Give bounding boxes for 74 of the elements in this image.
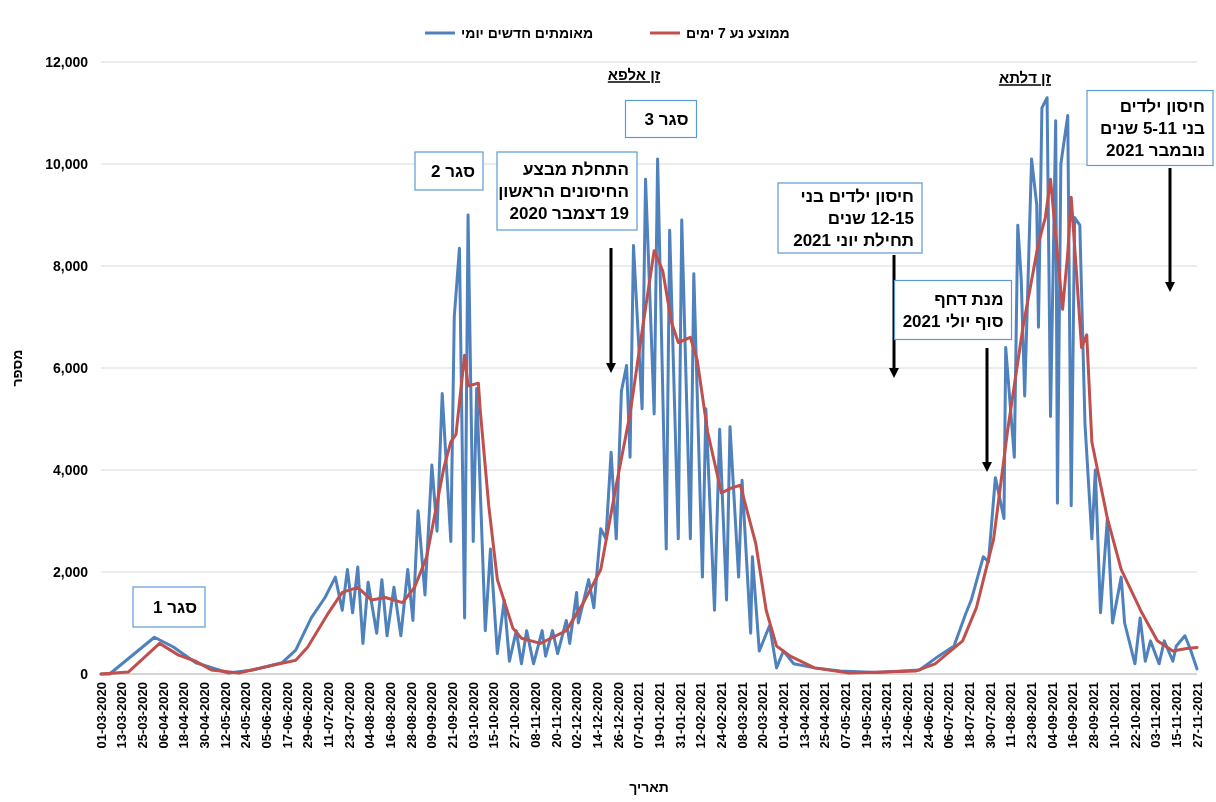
y-tick-label: 6,000 bbox=[52, 359, 89, 376]
annotation: חיסון ילדים בני 12-15 שנים תחילת יוני 2021 bbox=[793, 186, 914, 250]
y-tick-label: 2,000 bbox=[52, 563, 89, 580]
x-tick-label: 16-08-2020 bbox=[383, 682, 399, 749]
x-tick-label: 28-08-2020 bbox=[403, 682, 419, 749]
x-tick-label: 25-04-2021 bbox=[817, 682, 833, 749]
x-tick-label: 12-06-2021 bbox=[900, 682, 916, 749]
x-tick-label: 23-08-2021 bbox=[1024, 682, 1040, 749]
x-tick-label: 19-01-2021 bbox=[651, 682, 667, 749]
x-tick-label: 16-09-2021 bbox=[1065, 682, 1081, 749]
x-tick-label: 19-05-2021 bbox=[858, 682, 874, 749]
x-tick-label: 24-02-2021 bbox=[713, 682, 729, 749]
x-tick-label: 28-09-2021 bbox=[1086, 682, 1102, 749]
x-tick-label: 17-06-2020 bbox=[279, 682, 295, 749]
x-tick-label: 29-06-2020 bbox=[300, 682, 316, 749]
x-tick-label: 31-01-2021 bbox=[672, 682, 688, 749]
y-tick-label: 10,000 bbox=[45, 155, 89, 172]
x-tick-label: 26-12-2020 bbox=[610, 682, 626, 749]
x-tick-label: 15-11-2021 bbox=[1168, 682, 1184, 748]
x-tick-label: 23-07-2020 bbox=[341, 682, 357, 749]
x-tick-label: 08-03-2021 bbox=[734, 682, 750, 749]
annotation: מנת דחף סוף יולי 2021 bbox=[902, 289, 1004, 331]
x-tick-label: 24-06-2021 bbox=[920, 682, 936, 749]
annotation: סגר 3 bbox=[644, 109, 689, 129]
x-tick-label: 06-04-2020 bbox=[155, 682, 171, 749]
x-tick-label: 09-09-2020 bbox=[424, 682, 440, 749]
x-tick-label: 03-10-2020 bbox=[465, 682, 481, 749]
x-tick-label: 04-08-2020 bbox=[362, 682, 378, 749]
annotation: סגר 1 bbox=[153, 597, 197, 617]
x-tick-label: 21-09-2020 bbox=[445, 682, 461, 749]
x-tick-label: 12-05-2020 bbox=[217, 682, 233, 749]
x-tick-label: 04-09-2021 bbox=[1044, 682, 1060, 749]
x-tick-label: 07-01-2021 bbox=[631, 682, 647, 749]
x-tick-label: 14-12-2020 bbox=[589, 682, 605, 749]
annotation: סגר 2 bbox=[431, 161, 475, 181]
x-tick-label: 13-03-2020 bbox=[114, 682, 130, 749]
x-tick-label: 02-12-2020 bbox=[569, 682, 585, 749]
x-tick-label: 20-03-2021 bbox=[755, 682, 771, 749]
legend-label: ממוצע נע 7 ימים bbox=[686, 24, 790, 41]
x-tick-label: 30-07-2021 bbox=[982, 682, 998, 749]
x-tick-label: 10-10-2021 bbox=[1106, 682, 1122, 749]
y-axis-title: מספר bbox=[9, 349, 25, 387]
x-tick-label: 18-04-2020 bbox=[176, 682, 192, 749]
x-tick-label: 12-02-2021 bbox=[693, 682, 709, 749]
x-tick-label: 20-11-2020 bbox=[548, 682, 564, 748]
x-tick-label: 24-05-2020 bbox=[238, 682, 254, 749]
annotation: זן דלתא bbox=[998, 69, 1052, 87]
x-tick-label: 27-10-2020 bbox=[507, 682, 523, 749]
annotation: התחלת מבצע החיסונים הראשון 19 דצמבר 2020 bbox=[498, 159, 629, 223]
x-tick-label: 05-06-2020 bbox=[258, 682, 274, 749]
legend-label: מאומתים חדשים יומי bbox=[461, 24, 594, 41]
x-axis-title: תאריך bbox=[629, 779, 669, 795]
x-tick-label: 18-07-2021 bbox=[962, 682, 978, 749]
annotation: חיסון ילדים בני 5-11 שנים נובמבר 2021 bbox=[1100, 96, 1206, 160]
y-tick-label: 4,000 bbox=[52, 461, 89, 478]
x-tick-label: 22-10-2021 bbox=[1127, 682, 1143, 749]
x-tick-label: 13-04-2021 bbox=[796, 682, 812, 749]
x-tick-label: 01-04-2021 bbox=[775, 682, 791, 749]
x-tick-label: 25-03-2020 bbox=[134, 682, 150, 749]
y-tick-label: 12,000 bbox=[45, 53, 89, 70]
x-tick-label: 30-04-2020 bbox=[196, 682, 212, 749]
y-tick-label: 0 bbox=[80, 665, 89, 682]
x-tick-label: 11-07-2020 bbox=[321, 682, 337, 748]
annotation: זן אלפא bbox=[607, 66, 661, 84]
x-tick-label: 07-05-2021 bbox=[838, 682, 853, 749]
y-tick-label: 8,000 bbox=[52, 257, 89, 274]
x-tick-label: 08-11-2020 bbox=[527, 682, 543, 748]
x-tick-label: 27-11-2021 bbox=[1189, 682, 1205, 748]
x-tick-label: 06-07-2021 bbox=[941, 682, 957, 749]
x-tick-label: 01-03-2020 bbox=[93, 682, 109, 749]
x-tick-label: 15-10-2020 bbox=[486, 682, 502, 749]
x-tick-label: 03-11-2021 bbox=[1148, 682, 1164, 748]
x-tick-label: 31-05-2021 bbox=[879, 682, 895, 749]
x-tick-label: 11-08-2021 bbox=[1003, 682, 1019, 748]
